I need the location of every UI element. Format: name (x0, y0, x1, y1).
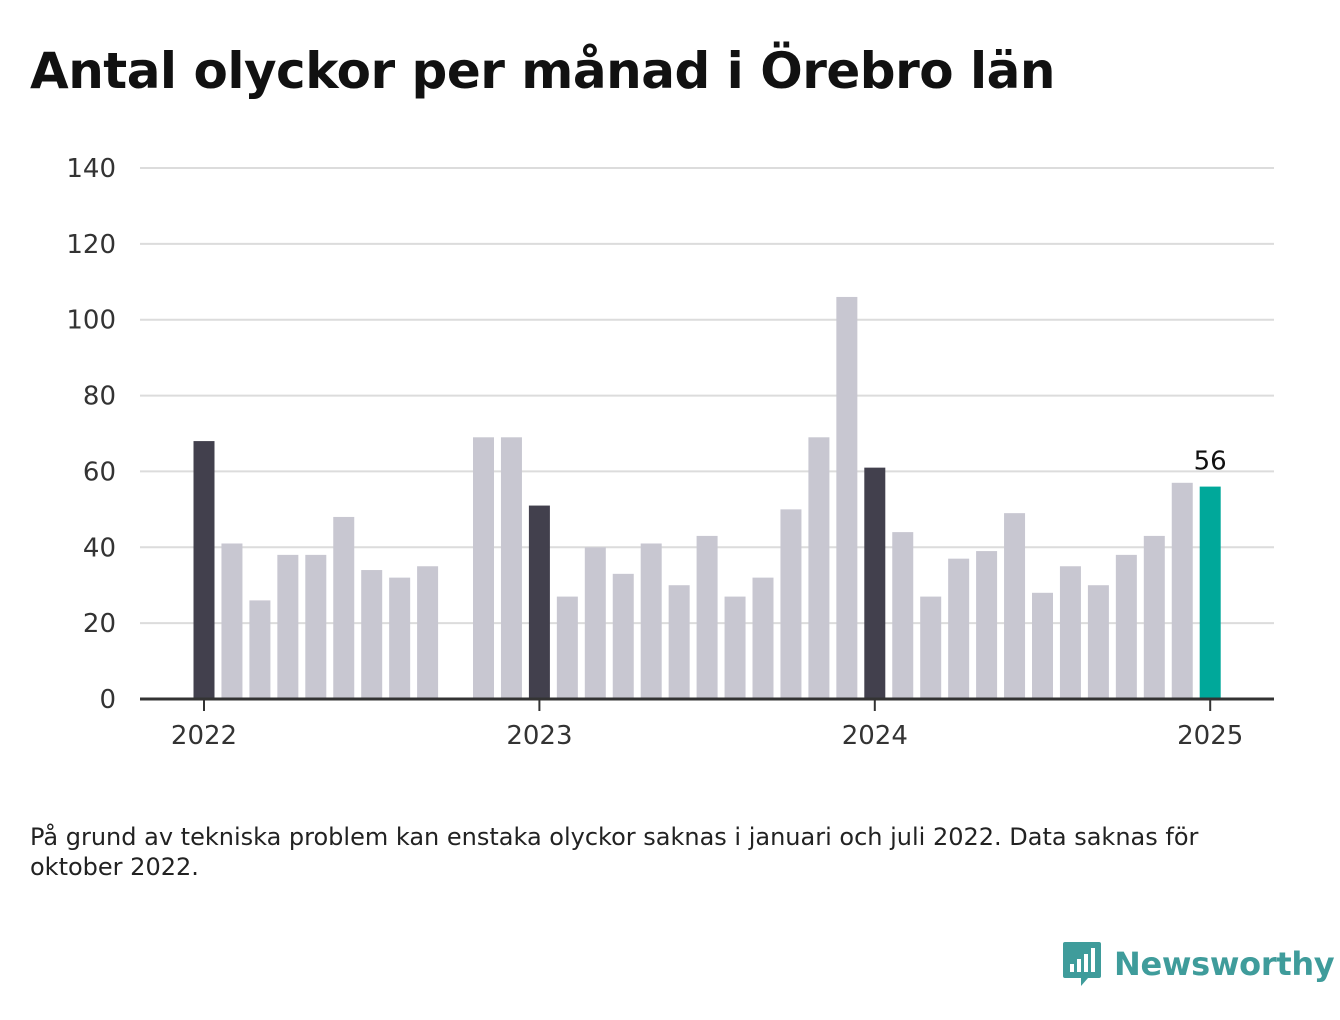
bar-2023-02 (556, 596, 578, 699)
newsworthy-logo-icon (1063, 942, 1101, 986)
chart-title: Antal olyckor per månad i Örebro län (30, 42, 1055, 100)
bar-2024-01 (864, 467, 886, 699)
y-tick-label-80: 80 (83, 382, 116, 412)
bar-2023-10 (780, 509, 802, 699)
bar-2022-04 (277, 554, 299, 699)
bar-2024-11 (1143, 535, 1165, 699)
y-tick-label-0: 0 (99, 685, 116, 715)
bar-2023-01 (528, 505, 550, 699)
y-tick-label-140: 140 (66, 154, 116, 184)
y-tick-label-60: 60 (83, 457, 116, 487)
y-tick-label-100: 100 (66, 306, 116, 336)
bar-2024-12 (1171, 482, 1193, 699)
bar-2024-02 (892, 532, 914, 699)
bar-2024-10 (1115, 554, 1137, 699)
bar-2023-09 (752, 577, 774, 699)
brand-logo: Newsworthy (1062, 940, 1335, 988)
bar-2022-09 (417, 566, 439, 699)
bar-2023-03 (584, 547, 606, 699)
x-tick-label-2025: 2025 (1177, 721, 1243, 751)
bar-2024-03 (920, 596, 942, 699)
bar-2022-07 (361, 570, 383, 699)
x-tick-label-2024: 2024 (842, 721, 908, 751)
bar-2023-05 (640, 543, 662, 699)
bar-2022-03 (249, 600, 271, 699)
y-axis-ticks: 0 20 40 60 80 100 120 140 (66, 154, 116, 715)
bar-2024-08 (1059, 566, 1081, 699)
y-tick-label-40: 40 (83, 533, 116, 563)
bar-2023-07 (696, 535, 718, 699)
bar-2022-12 (500, 437, 522, 699)
bar-2022-06 (333, 516, 355, 699)
bar-2023-08 (724, 596, 746, 699)
bar-2023-11 (808, 437, 830, 699)
x-tick-label-2022: 2022 (171, 721, 237, 751)
y-tick-label-120: 120 (66, 230, 116, 260)
bars (193, 296, 1221, 699)
bar-2024-09 (1087, 585, 1109, 699)
data-label-latest: 56 (1194, 447, 1227, 477)
x-axis: 2022 2023 2024 2025 (140, 697, 1274, 751)
bar-2022-11 (473, 437, 494, 699)
bar-2022-08 (389, 577, 411, 699)
bar-2025-01 (1199, 486, 1221, 699)
x-tick-label-2023: 2023 (506, 721, 572, 751)
bar-2022-05 (305, 554, 327, 699)
bar-2024-04 (948, 558, 970, 699)
bar-2023-04 (612, 573, 634, 699)
bar-2023-06 (668, 585, 690, 699)
footnote: På grund av tekniska problem kan enstaka… (30, 823, 1199, 881)
bar-2024-05 (976, 551, 998, 699)
bar-2023-12 (836, 296, 858, 699)
bar-2022-02 (221, 543, 243, 699)
y-tick-label-20: 20 (83, 609, 116, 639)
brand-name: Newsworthy (1114, 945, 1335, 983)
bar-2024-07 (1032, 592, 1053, 699)
data-labels: 56 (1194, 447, 1227, 477)
bar-chart: 0 20 40 60 80 100 120 140 2022 2023 2024 2025 56 (66, 154, 1274, 751)
bar-2024-06 (1004, 513, 1026, 699)
bar-2022-01 (193, 441, 215, 699)
